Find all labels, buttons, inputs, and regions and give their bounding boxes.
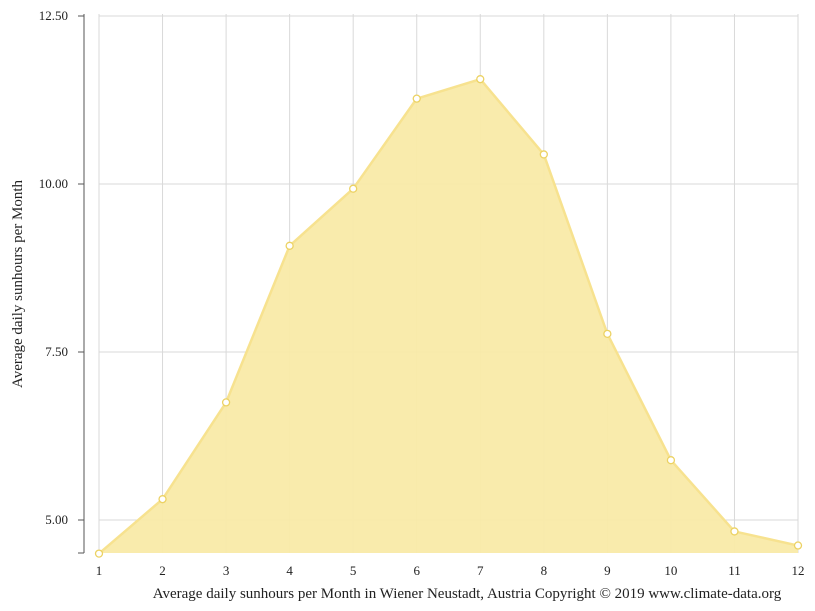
- x-tick-label: 9: [604, 563, 611, 578]
- x-tick-label: 7: [477, 563, 484, 578]
- data-point[interactable]: [730, 527, 739, 536]
- series-area-fill: [99, 79, 798, 554]
- data-point[interactable]: [666, 456, 676, 465]
- data-point[interactable]: [476, 75, 485, 84]
- y-tick-label: 7.50: [45, 344, 68, 359]
- y-tick-label: 12.50: [39, 8, 68, 23]
- x-tick-label: 3: [223, 563, 230, 578]
- x-axis-title: Average daily sunhours per Month in Wien…: [153, 586, 782, 602]
- series-area: [98, 77, 799, 555]
- x-tick-label: 6: [413, 563, 420, 578]
- data-point[interactable]: [603, 329, 612, 339]
- data-point[interactable]: [539, 150, 548, 159]
- data-point[interactable]: [285, 241, 294, 250]
- x-tick-label: 11: [728, 563, 741, 578]
- y-axis-title: Average daily sunhours per Month: [10, 180, 26, 389]
- axes: [78, 14, 85, 554]
- y-tick-label: 5.00: [45, 512, 68, 527]
- x-tick-label: 4: [286, 563, 293, 578]
- x-tick-label: 5: [350, 563, 357, 578]
- data-point[interactable]: [158, 495, 167, 504]
- data-point[interactable]: [793, 541, 803, 550]
- x-tick-label: 1: [96, 563, 103, 578]
- data-point[interactable]: [412, 94, 421, 103]
- data-point[interactable]: [94, 549, 104, 558]
- x-tick-label: 12: [792, 563, 805, 578]
- x-tick-label: 2: [159, 563, 166, 578]
- series-line: [98, 77, 799, 555]
- data-point[interactable]: [221, 398, 231, 407]
- x-tick-label: 8: [541, 563, 548, 578]
- data-point[interactable]: [349, 184, 358, 193]
- data-points: [94, 75, 803, 558]
- y-tick-label: 10.00: [39, 176, 68, 191]
- x-tick-label: 10: [664, 563, 677, 578]
